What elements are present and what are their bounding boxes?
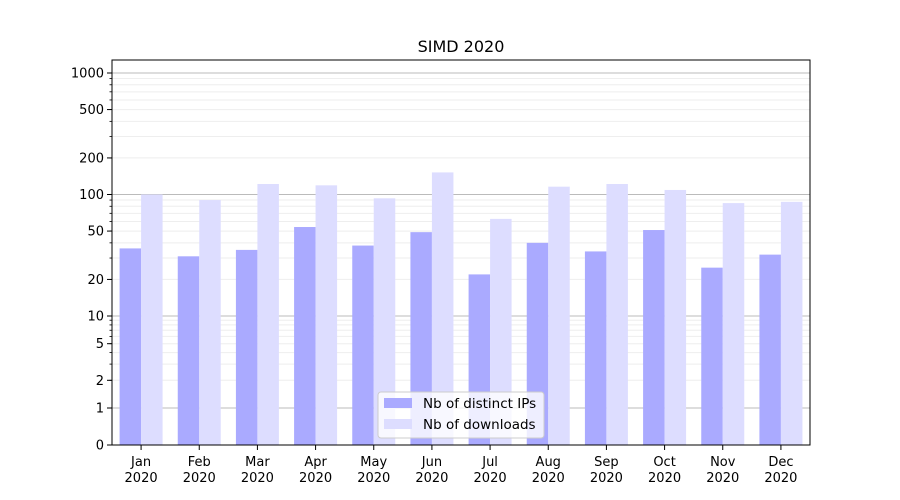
y-tick-label: 10 bbox=[87, 310, 104, 325]
x-tick-label-month: Jul bbox=[481, 455, 498, 470]
bar-distinct-ips bbox=[294, 227, 316, 445]
x-tick-label-year: 2020 bbox=[183, 471, 216, 486]
bar-distinct-ips bbox=[584, 251, 607, 445]
legend: Nb of distinct IPs Nb of downloads bbox=[377, 391, 545, 439]
y-tick-label: 2 bbox=[96, 374, 104, 389]
y-tick-label: 200 bbox=[79, 151, 104, 166]
x-tick-label-month: Oct bbox=[653, 455, 675, 470]
x-tick-label-month: Jan bbox=[130, 455, 151, 470]
x-tick-label-year: 2020 bbox=[648, 471, 681, 486]
legend-box bbox=[377, 391, 545, 439]
bar-distinct-ips bbox=[119, 248, 142, 445]
bar-downloads bbox=[780, 201, 803, 445]
legend-label-downloads: Nb of downloads bbox=[423, 417, 536, 433]
x-tick-label-year: 2020 bbox=[415, 471, 448, 486]
x-tick-label-month: Mar bbox=[245, 455, 270, 470]
bar-downloads bbox=[257, 184, 279, 446]
x-tick-label-year: 2020 bbox=[706, 471, 739, 486]
bar-downloads bbox=[199, 200, 221, 445]
y-axis: 0 1 2 5 10 20 50 100 200 500 1000 bbox=[71, 67, 112, 454]
x-tick-label-month: Sep bbox=[594, 455, 619, 470]
y-tick-label: 1000 bbox=[71, 67, 104, 82]
legend-swatch-distinct-ips bbox=[384, 398, 412, 408]
plot-frame bbox=[111, 59, 811, 446]
bar-distinct-ips bbox=[352, 245, 374, 445]
x-tick-label-month: Dec bbox=[768, 455, 793, 470]
legend-swatch-downloads bbox=[384, 419, 412, 429]
x-tick-label-year: 2020 bbox=[299, 471, 332, 486]
x-tick-label-month: Aug bbox=[536, 455, 561, 470]
y-tick-label: 500 bbox=[79, 103, 104, 118]
x-tick-label-month: Feb bbox=[188, 455, 211, 470]
bar-downloads bbox=[315, 185, 338, 445]
x-tick-label-month: Apr bbox=[304, 455, 327, 470]
y-tick-label: 20 bbox=[87, 273, 104, 288]
y-tick-label: 1 bbox=[96, 402, 104, 417]
chart-title: SIMD 2020 bbox=[418, 37, 505, 56]
x-tick-label-month: Nov bbox=[710, 455, 736, 470]
x-tick-label-year: 2020 bbox=[532, 471, 565, 486]
bar-downloads bbox=[606, 184, 628, 446]
x-tick-label-year: 2020 bbox=[357, 471, 390, 486]
bar-distinct-ips bbox=[643, 230, 665, 445]
bar-downloads bbox=[664, 189, 687, 445]
bar-distinct-ips bbox=[701, 267, 723, 445]
y-tick-label: 0 bbox=[96, 439, 104, 454]
bar-downloads bbox=[548, 186, 570, 446]
bar-downloads bbox=[490, 218, 512, 445]
bar-downloads bbox=[431, 172, 454, 445]
bar-distinct-ips bbox=[177, 256, 200, 445]
x-tick-label-year: 2020 bbox=[474, 471, 507, 486]
x-tick-label-month: Jun bbox=[421, 455, 442, 470]
bar-downloads bbox=[373, 198, 396, 445]
bar-downloads bbox=[722, 203, 745, 445]
bar-downloads bbox=[141, 194, 163, 445]
bar-distinct-ips bbox=[235, 249, 258, 445]
y-tick-label: 100 bbox=[79, 188, 104, 203]
y-tick-label: 50 bbox=[87, 225, 104, 240]
x-tick-label-year: 2020 bbox=[764, 471, 797, 486]
y-tick-label: 5 bbox=[96, 337, 104, 352]
x-tick-label-month: May bbox=[360, 455, 387, 470]
bar-distinct-ips bbox=[759, 254, 781, 445]
legend-label-distinct-ips: Nb of distinct IPs bbox=[423, 396, 536, 412]
x-axis: Jan2020Feb2020Mar2020Apr2020May2020Jun20… bbox=[125, 445, 797, 486]
x-tick-label-year: 2020 bbox=[241, 471, 274, 486]
x-tick-label-year: 2020 bbox=[590, 471, 623, 486]
x-tick-label-year: 2020 bbox=[125, 471, 158, 486]
